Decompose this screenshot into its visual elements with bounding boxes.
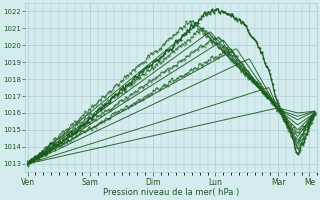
- X-axis label: Pression niveau de la mer( hPa ): Pression niveau de la mer( hPa ): [103, 188, 239, 197]
